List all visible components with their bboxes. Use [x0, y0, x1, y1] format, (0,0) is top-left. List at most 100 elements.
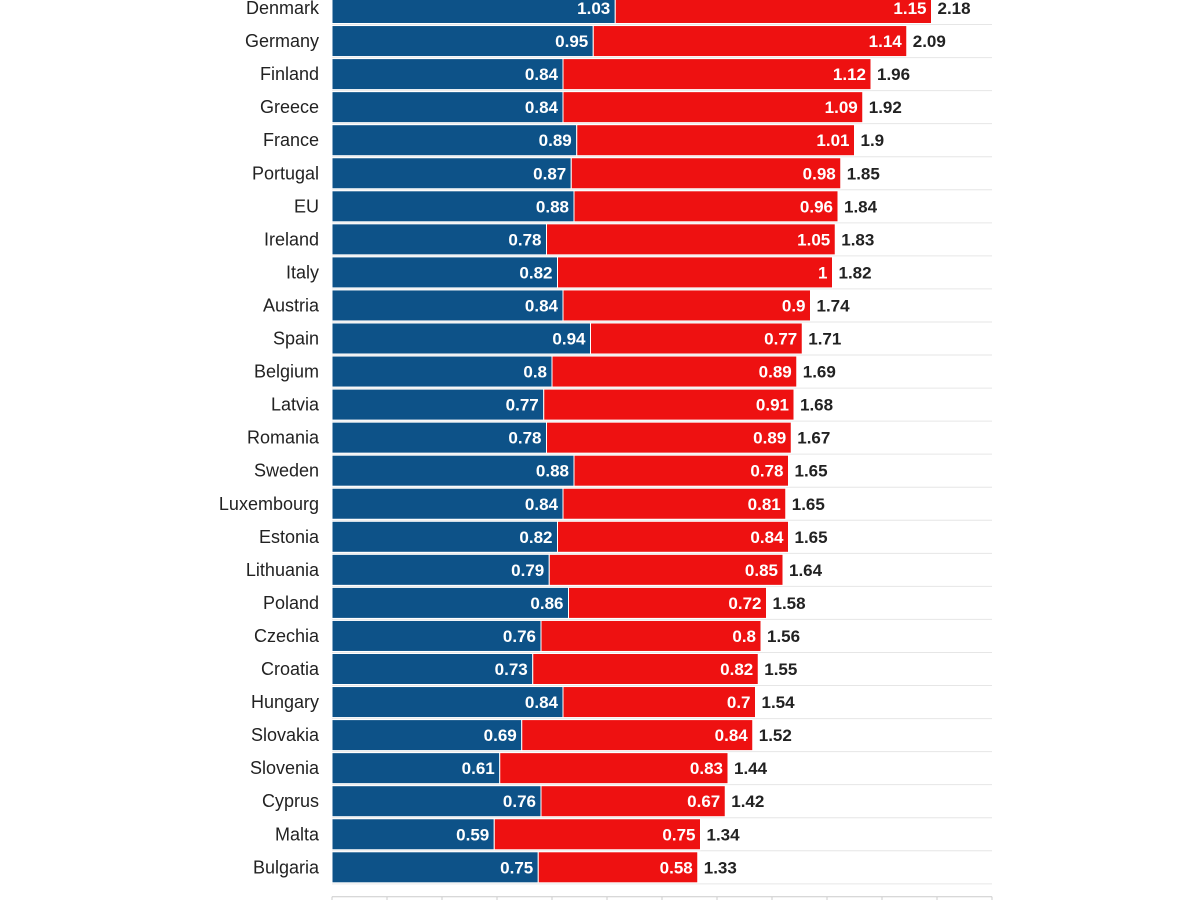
value-label-series-a: 0.84: [525, 98, 559, 117]
bar-series-b: [557, 520, 789, 553]
value-label-series-a: 0.87: [533, 164, 566, 183]
total-label: 1.71: [808, 330, 841, 349]
bars: [331, 0, 932, 884]
category-label: Slovenia: [250, 758, 320, 778]
bar-series-a: [331, 553, 550, 586]
value-label-series-b: 0.78: [750, 462, 783, 481]
value-label-series-b: 0.72: [728, 594, 761, 613]
total-label: 1.64: [789, 561, 823, 580]
category-label: EU: [294, 196, 319, 216]
bar-series-a: [331, 421, 547, 454]
total-label: 1.55: [764, 660, 797, 679]
total-label: 1.58: [773, 594, 806, 613]
bar-series-a: [331, 322, 591, 355]
bar-series-b: [546, 421, 792, 454]
value-label-series-a: 0.84: [525, 495, 559, 514]
value-label-series-a: 0.82: [519, 528, 552, 547]
total-label: 1.34: [707, 825, 741, 844]
category-label: Belgium: [254, 362, 319, 382]
category-label: Slovakia: [251, 725, 320, 745]
category-label: Greece: [260, 97, 319, 117]
category-label: Sweden: [254, 461, 319, 481]
bar-series-a: [331, 58, 564, 91]
bar-series-b: [548, 553, 784, 586]
value-label-series-b: 1.12: [833, 65, 866, 84]
value-label-series-b: 0.98: [803, 164, 836, 183]
value-label-series-a: 0.89: [539, 131, 572, 150]
bar-series-a: [331, 289, 564, 322]
category-label: Italy: [286, 262, 319, 282]
value-label-series-a: 0.8: [523, 363, 547, 382]
category-label: Bulgaria: [253, 857, 320, 877]
bar-series-a: [331, 157, 572, 190]
bar-series-b: [562, 686, 756, 719]
value-label-series-a: 0.86: [530, 594, 563, 613]
bar-series-b: [493, 818, 701, 851]
category-label: Cyprus: [262, 791, 319, 811]
total-label: 1.65: [795, 528, 828, 547]
category-label: Estonia: [259, 527, 320, 547]
value-label-series-b: 0.77: [764, 330, 797, 349]
value-label-series-b: 0.89: [753, 429, 786, 448]
bar-series-a: [331, 520, 558, 553]
category-label: Croatia: [261, 659, 320, 679]
value-label-series-b: 1.14: [869, 32, 903, 51]
bar-series-b: [557, 256, 833, 289]
value-label-series-a: 0.76: [503, 792, 536, 811]
bar-series-a: [331, 686, 564, 719]
total-label: 1.56: [767, 627, 800, 646]
bar-series-a: [331, 719, 523, 752]
value-label-series-b: 0.67: [687, 792, 720, 811]
value-label-series-b: 0.75: [662, 825, 695, 844]
category-label: France: [263, 130, 319, 150]
value-label-series-a: 0.75: [500, 858, 533, 877]
value-label-series-a: 0.59: [456, 825, 489, 844]
bar-series-a: [331, 619, 542, 652]
total-label: 1.84: [844, 197, 878, 216]
bar-series-b: [570, 157, 842, 190]
total-label: 1.65: [795, 462, 828, 481]
bar-series-a: [331, 785, 542, 818]
category-label: Czechia: [254, 626, 320, 646]
category-label: Denmark: [246, 0, 320, 18]
value-label-series-a: 0.78: [508, 230, 541, 249]
value-label-series-b: 0.8: [732, 627, 756, 646]
bar-series-a: [331, 752, 501, 785]
total-label: 1.96: [877, 65, 910, 84]
value-label-series-a: 0.88: [536, 462, 569, 481]
category-label: Spain: [273, 329, 319, 349]
value-label-series-a: 0.79: [511, 561, 544, 580]
category-label: Austria: [263, 295, 320, 315]
value-label-series-b: 0.84: [750, 528, 784, 547]
bar-series-a: [331, 487, 564, 520]
bar-series-b: [540, 619, 762, 652]
bar-series-b: [537, 851, 699, 884]
category-label: Lithuania: [246, 560, 320, 580]
category-label: Hungary: [251, 692, 319, 712]
total-label: 1.9: [861, 131, 885, 150]
total-label: 1.54: [762, 693, 796, 712]
value-label-series-a: 0.94: [552, 330, 586, 349]
bar-series-b: [543, 388, 795, 421]
bar-series-a: [331, 388, 545, 421]
bar-series-b: [546, 223, 836, 256]
value-label-series-a: 0.84: [525, 296, 559, 315]
total-label: 1.92: [869, 98, 902, 117]
total-label: 1.42: [731, 792, 764, 811]
category-label: Portugal: [252, 163, 319, 183]
value-label-series-a: 0.77: [506, 396, 539, 415]
bar-series-a: [331, 355, 553, 388]
gridlines: [332, 24, 992, 885]
value-label-series-b: 0.85: [745, 561, 778, 580]
bar-series-b: [614, 0, 932, 24]
bar-series-b: [499, 752, 729, 785]
bar-series-b: [551, 355, 798, 388]
value-label-series-b: 1.09: [825, 98, 858, 117]
total-label: 1.82: [839, 263, 872, 282]
bar-series-a: [331, 586, 569, 619]
bar-series-a: [331, 124, 578, 157]
value-label-series-b: 0.83: [690, 759, 723, 778]
total-label: 2.18: [938, 0, 971, 18]
value-label-series-b: 0.81: [748, 495, 781, 514]
value-label-series-a: 0.76: [503, 627, 536, 646]
